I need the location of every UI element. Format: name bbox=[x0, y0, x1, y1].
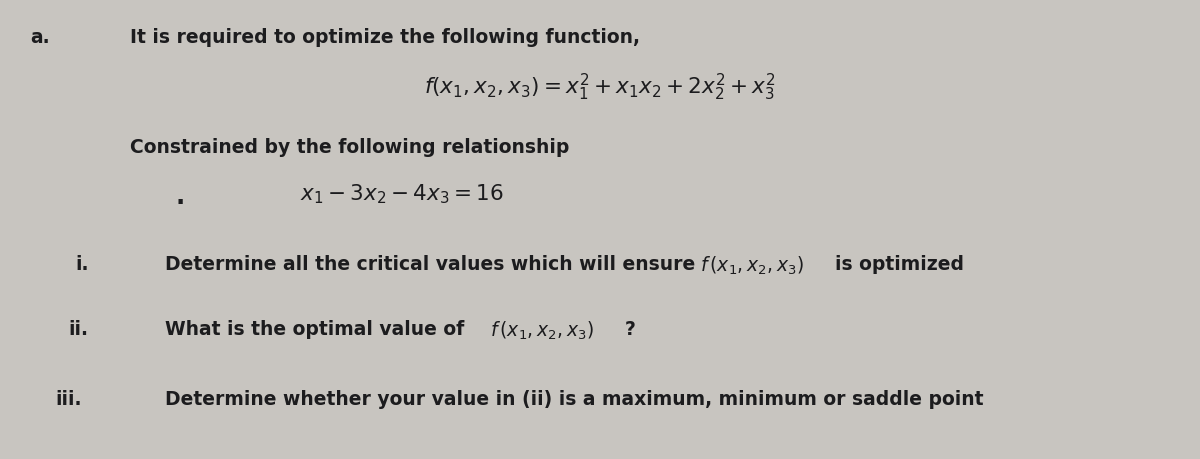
Text: i.: i. bbox=[74, 254, 89, 274]
Text: ?: ? bbox=[625, 319, 636, 338]
Text: $f(x_1, x_2, x_3) = x_1^2 + x_1x_2 + 2x_2^2 + x_3^2$: $f(x_1, x_2, x_3) = x_1^2 + x_1x_2 + 2x_… bbox=[424, 72, 776, 103]
Text: Determine all the critical values which will ensure: Determine all the critical values which … bbox=[166, 254, 702, 274]
Text: a.: a. bbox=[30, 28, 49, 47]
Text: is optimized: is optimized bbox=[835, 254, 964, 274]
Text: Constrained by the following relationship: Constrained by the following relationshi… bbox=[130, 138, 569, 157]
Text: It is required to optimize the following function,: It is required to optimize the following… bbox=[130, 28, 640, 47]
Text: $f\,(x_1, x_2, x_3)$: $f\,(x_1, x_2, x_3)$ bbox=[490, 319, 594, 341]
Text: ii.: ii. bbox=[68, 319, 88, 338]
Text: What is the optimal value of: What is the optimal value of bbox=[166, 319, 470, 338]
Text: iii.: iii. bbox=[55, 389, 82, 408]
Text: $x_1 - 3x_2 - 4x_3 = 16$: $x_1 - 3x_2 - 4x_3 = 16$ bbox=[300, 182, 504, 205]
Text: .: . bbox=[175, 185, 185, 208]
Text: Determine whether your value in (ii) is a maximum, minimum or saddle point: Determine whether your value in (ii) is … bbox=[166, 389, 984, 408]
Text: $f\,(x_1, x_2, x_3)$: $f\,(x_1, x_2, x_3)$ bbox=[700, 254, 804, 277]
